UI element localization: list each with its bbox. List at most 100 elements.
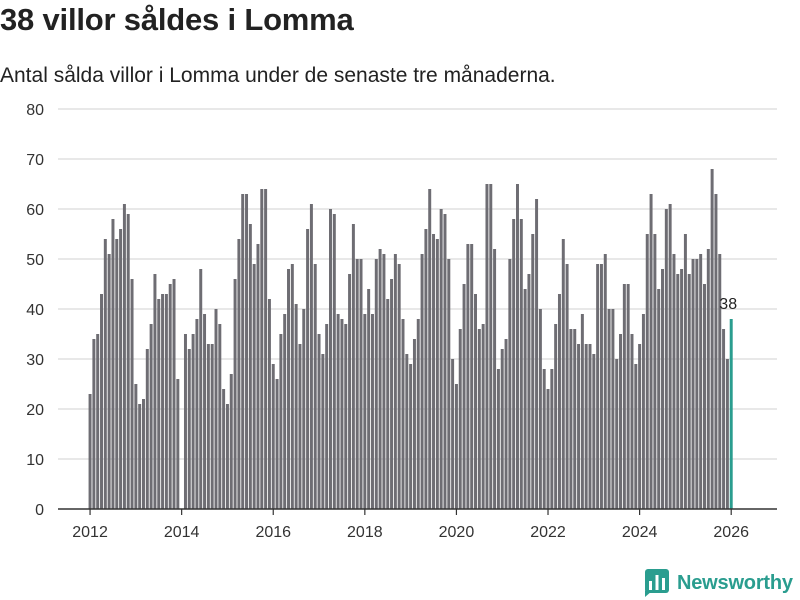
bar: [412, 339, 416, 509]
bar: [542, 369, 546, 509]
bar: [275, 379, 279, 509]
bar: [725, 359, 729, 509]
bar: [466, 244, 470, 509]
bar: [279, 334, 283, 509]
bar: [622, 284, 626, 509]
bar: [565, 264, 569, 509]
bar: [260, 189, 264, 509]
bar: [138, 404, 142, 509]
bar: [359, 259, 363, 509]
bar: [214, 309, 218, 509]
bar: [256, 244, 260, 509]
x-tick-label: 2012: [72, 524, 108, 541]
bar: [149, 324, 153, 509]
bar: [454, 384, 458, 509]
bar: [267, 299, 271, 509]
bar: [92, 339, 96, 509]
bar: [489, 184, 493, 509]
bar: [210, 344, 214, 509]
bar: [474, 294, 477, 509]
bar: [374, 259, 378, 509]
bar: [390, 279, 394, 509]
bar: [107, 254, 111, 509]
bar: [264, 189, 268, 509]
bar: [248, 224, 252, 509]
bar: [195, 319, 199, 509]
chart-title: 38 villor såldes i Lomma: [0, 2, 354, 37]
bar: [344, 324, 348, 509]
bar: [596, 264, 600, 509]
bar: [317, 334, 321, 509]
bar: [638, 344, 642, 509]
bar: [516, 184, 519, 509]
bar: [592, 354, 596, 509]
bar: [470, 244, 474, 509]
bar: [287, 269, 290, 509]
bar: [691, 259, 695, 509]
bar: [687, 274, 691, 509]
bar: [641, 314, 645, 509]
x-tick-label: 2022: [530, 524, 566, 541]
bar: [550, 369, 554, 509]
bar: [382, 254, 386, 509]
newsworthy-logo[interactable]: Newsworthy: [645, 569, 793, 597]
bar: [199, 269, 203, 509]
bar: [424, 229, 428, 509]
bar: [397, 264, 401, 509]
bar: [409, 364, 413, 509]
brand-name: Newsworthy: [677, 571, 793, 594]
bar: [649, 194, 653, 509]
y-tick-label: 60: [26, 202, 44, 219]
bar: [157, 299, 161, 509]
y-tick-label: 80: [26, 102, 44, 119]
bar: [428, 189, 432, 509]
bar: [435, 239, 439, 509]
bar: [481, 324, 485, 509]
value-annotation: 38: [719, 296, 737, 313]
bar: [393, 254, 397, 509]
chart-subtitle: Antal sålda villor i Lomma under de sena…: [0, 64, 556, 87]
bar: [309, 204, 313, 509]
bar: [145, 349, 149, 509]
bar: [512, 219, 516, 509]
bars: [88, 169, 733, 509]
bar: [683, 234, 687, 509]
bar: [321, 354, 325, 509]
bar: [615, 359, 619, 509]
bar: [363, 314, 367, 509]
bar: [718, 254, 722, 509]
bar: [168, 284, 172, 509]
x-tick-label: 2024: [622, 524, 658, 541]
bar: [420, 254, 424, 509]
bar: [271, 364, 275, 509]
bar: [676, 274, 680, 509]
bar: [191, 334, 195, 509]
bar: [401, 319, 405, 509]
bar: [111, 219, 115, 509]
bar: [225, 404, 229, 509]
bar: [336, 314, 340, 509]
y-tick-label: 20: [26, 402, 44, 419]
bar: [313, 264, 317, 509]
bar: [607, 309, 611, 509]
bar: [416, 319, 420, 509]
bar: [233, 279, 237, 509]
bar: [722, 329, 726, 509]
bar: [557, 294, 561, 509]
bar: [500, 349, 504, 509]
bar: [176, 379, 180, 509]
x-tick-label: 2016: [255, 524, 291, 541]
bar: [405, 354, 409, 509]
bar: [657, 289, 661, 509]
bar: [538, 309, 542, 509]
bar: [241, 194, 245, 509]
bar: [546, 389, 550, 509]
bar: [103, 239, 107, 509]
bar: [531, 234, 535, 509]
x-tick-label: 2020: [439, 524, 475, 541]
bar: [439, 209, 443, 509]
bar: [645, 234, 649, 509]
bar: [187, 349, 191, 509]
bar: [714, 194, 718, 509]
bar: [573, 329, 577, 509]
